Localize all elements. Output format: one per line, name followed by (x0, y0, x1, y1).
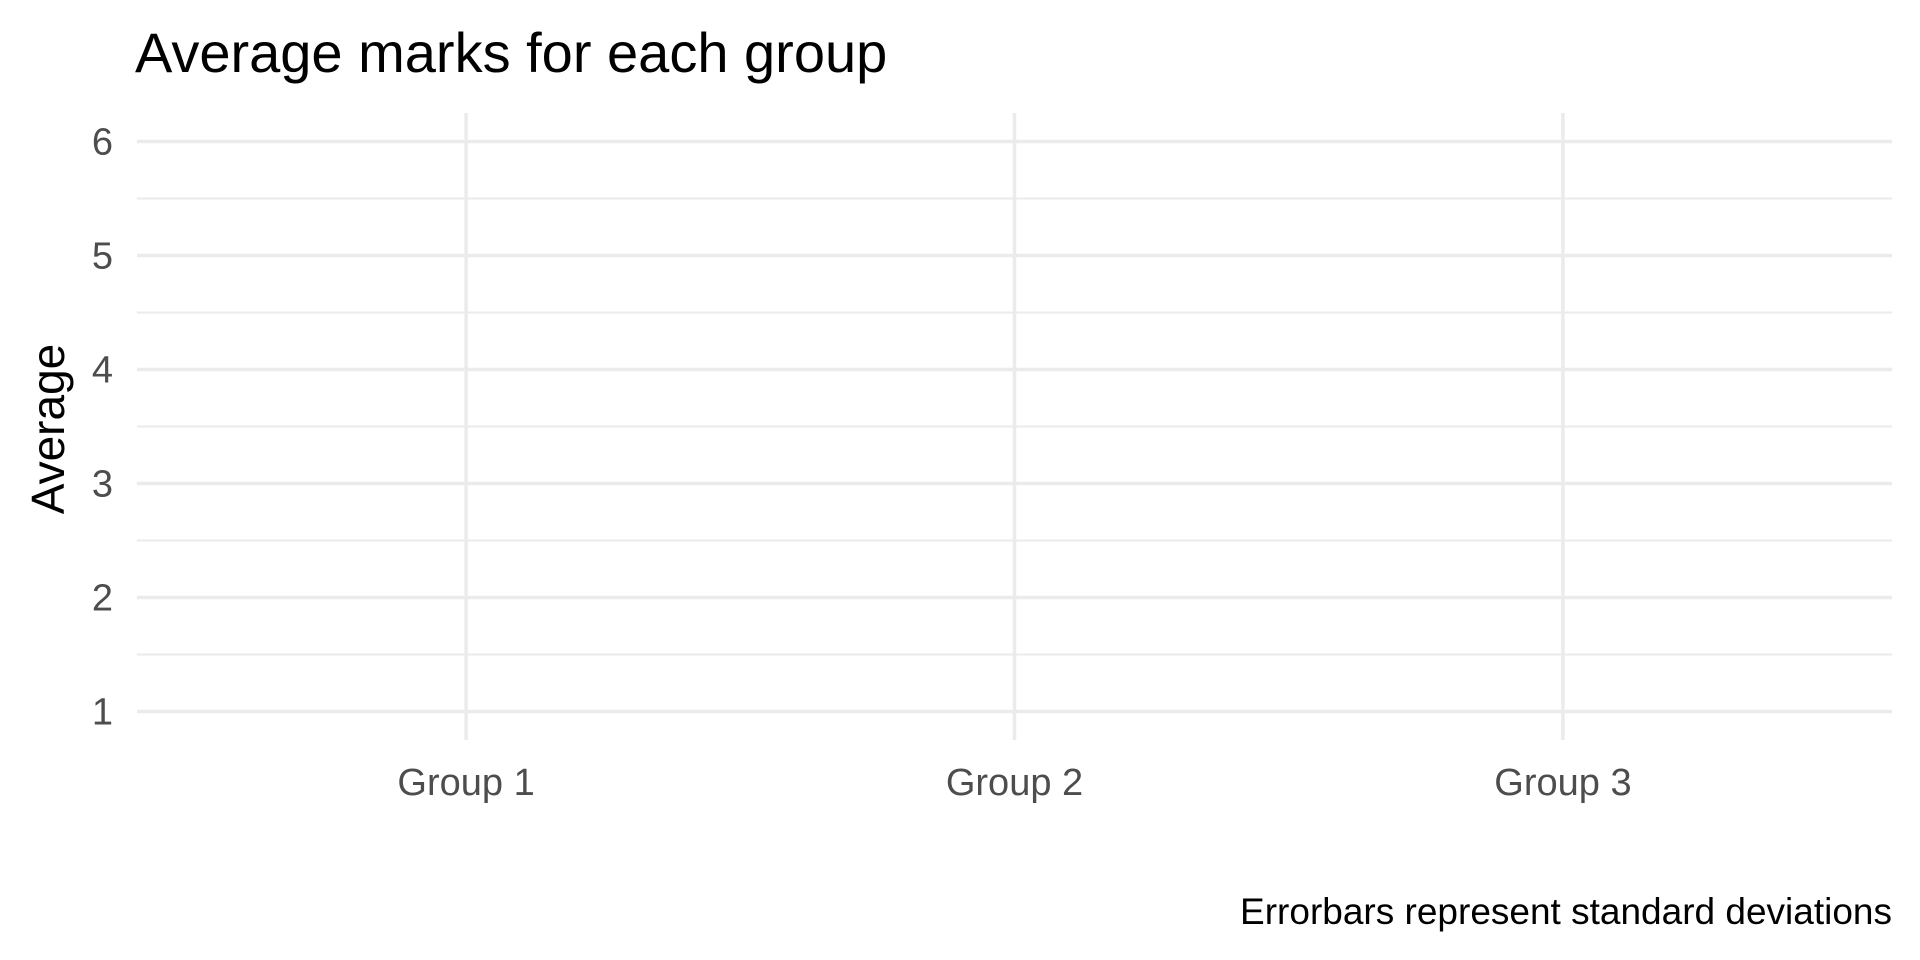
chart-title: Average marks for each group (135, 21, 887, 84)
x-tick-label: Group 3 (1494, 762, 1631, 804)
y-tick-label: 3 (92, 464, 113, 506)
y-tick-label: 1 (92, 692, 113, 734)
x-tick-label: Group 1 (397, 762, 534, 804)
y-tick-label: 4 (92, 350, 113, 392)
caption: Errorbars represent standard deviations (1240, 891, 1892, 932)
y-tick-label: 6 (92, 122, 113, 164)
y-tick-label: 5 (92, 236, 113, 278)
y-tick-label: 2 (92, 578, 113, 620)
x-tick-label: Group 2 (946, 762, 1083, 804)
y-axis-label: Average (22, 344, 74, 515)
